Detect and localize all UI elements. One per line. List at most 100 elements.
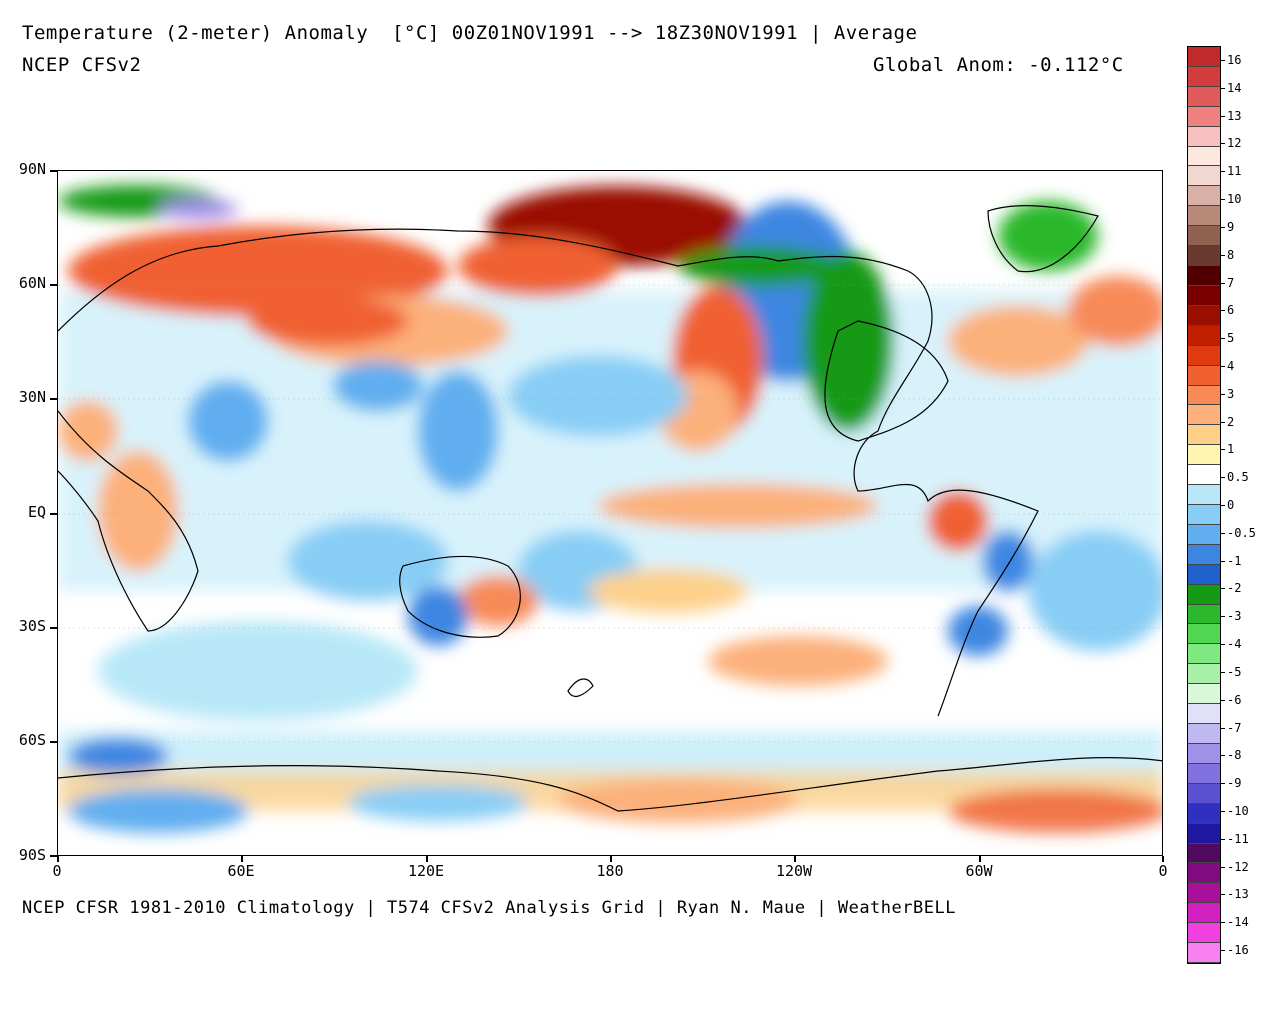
color-legend-swatch	[1188, 425, 1220, 446]
color-legend-tick	[1221, 365, 1225, 367]
color-legend-swatch	[1188, 266, 1220, 286]
lat-label-90s: 90S	[18, 846, 46, 864]
color-legend-tick	[1221, 115, 1225, 117]
color-legend-swatch	[1188, 664, 1220, 685]
color-legend-swatch	[1188, 465, 1220, 486]
lat-tick	[50, 513, 57, 515]
model-name: NCEP CFSv2	[22, 54, 142, 76]
color-legend-swatch	[1188, 345, 1220, 366]
color-legend-swatch	[1188, 325, 1220, 346]
color-legend-label: -1	[1227, 553, 1242, 568]
color-legend-swatch	[1188, 186, 1220, 207]
color-legend-tick	[1221, 671, 1225, 673]
anomaly-map	[57, 170, 1163, 856]
color-legend-tick	[1221, 727, 1225, 729]
color-legend-swatch	[1188, 485, 1220, 505]
lon-label-60w: 60W	[965, 862, 993, 880]
color-legend-swatch	[1188, 903, 1220, 924]
color-legend-swatch	[1188, 126, 1220, 147]
color-legend-swatch	[1188, 246, 1220, 267]
lon-tick	[794, 856, 796, 862]
color-legend-swatch	[1188, 206, 1220, 227]
lon-tick	[979, 856, 981, 862]
color-legend-swatch	[1188, 724, 1220, 744]
lat-tick	[50, 284, 57, 286]
color-legend-tick	[1221, 699, 1225, 701]
lat-label-60s: 60S	[18, 731, 46, 749]
footer-credits: NCEP CFSR 1981-2010 Climatology | T574 C…	[22, 898, 956, 918]
grid-lines	[58, 284, 1162, 743]
color-legend-label: -3	[1227, 609, 1242, 624]
color-legend-swatch	[1188, 783, 1220, 804]
lat-tick	[50, 741, 57, 743]
color-legend-label: -2	[1227, 581, 1242, 596]
color-legend-label: -10	[1227, 803, 1249, 818]
color-legend-label: -5	[1227, 664, 1242, 679]
color-legend-tick	[1221, 60, 1225, 61]
color-legend-swatch	[1188, 524, 1220, 545]
color-legend-label: -14	[1227, 915, 1249, 930]
color-legend-swatch	[1188, 86, 1220, 107]
lat-tick	[50, 627, 57, 629]
color-legend-swatch	[1188, 923, 1220, 944]
lat-label-60n: 60N	[18, 274, 46, 292]
color-legend-tick	[1221, 421, 1225, 423]
color-legend-tick	[1221, 922, 1225, 924]
lat-tick	[50, 170, 57, 172]
color-legend-swatch	[1188, 843, 1220, 864]
lon-tick	[57, 856, 59, 862]
color-legend-tick	[1221, 588, 1225, 590]
lon-tick	[241, 856, 243, 862]
color-legend-swatch	[1188, 445, 1220, 466]
map-canvas	[58, 171, 1162, 855]
color-legend-swatch	[1188, 883, 1220, 904]
lon-tick	[426, 856, 428, 862]
color-legend-swatch	[1188, 624, 1220, 645]
lon-label-120w: 120W	[775, 862, 813, 880]
color-legend-label: 12	[1227, 136, 1242, 151]
color-legend-swatch	[1188, 943, 1220, 963]
color-legend-tick	[1221, 755, 1225, 757]
color-legend-swatch	[1188, 305, 1220, 326]
color-legend-label: -6	[1227, 692, 1242, 707]
color-legend-swatch	[1188, 66, 1220, 87]
color-legend-label: 16	[1227, 53, 1242, 67]
coastlines	[58, 204, 1162, 812]
color-legend-swatch	[1188, 704, 1220, 725]
color-legend-label: -4	[1227, 637, 1242, 652]
color-legend-tick	[1221, 838, 1225, 840]
lon-tick	[1162, 856, 1164, 862]
lon-label-120e: 120E	[407, 862, 445, 880]
lon-label-0-end: 0	[1158, 862, 1168, 880]
color-legend-swatch	[1188, 604, 1220, 625]
color-legend-swatch	[1188, 47, 1220, 67]
color-legend-tick	[1221, 532, 1225, 534]
color-legend-tick	[1221, 393, 1225, 395]
color-legend-label: 11	[1227, 164, 1242, 179]
color-legend-swatch	[1188, 743, 1220, 764]
color-legend-swatch	[1188, 385, 1220, 406]
lat-label-30s: 30S	[18, 617, 46, 635]
color-legend-tick	[1221, 477, 1225, 479]
lat-label-90n: 90N	[18, 160, 46, 178]
lon-tick	[610, 856, 612, 862]
color-legend-label: 14	[1227, 80, 1242, 95]
anomaly-field	[58, 185, 1162, 833]
lon-label-180: 180	[596, 862, 624, 880]
color-legend-swatch	[1188, 644, 1220, 665]
color-legend-swatch	[1188, 106, 1220, 127]
color-legend-swatch	[1188, 166, 1220, 187]
color-legend-swatch	[1188, 285, 1220, 306]
color-legend-label: -11	[1227, 831, 1249, 846]
color-legend-label: 9	[1227, 219, 1235, 234]
global-anomaly: Global Anom: -0.112°C	[873, 54, 1124, 76]
color-legend-tick	[1221, 783, 1225, 785]
color-legend-tick	[1221, 87, 1225, 89]
color-legend-tick	[1221, 866, 1225, 868]
color-legend-label: -9	[1227, 776, 1242, 791]
color-legend-tick	[1221, 810, 1225, 812]
color-legend-swatch	[1188, 405, 1220, 426]
color-legend-swatch	[1188, 146, 1220, 167]
color-legend-tick	[1221, 894, 1225, 896]
color-legend-swatch	[1188, 226, 1220, 247]
